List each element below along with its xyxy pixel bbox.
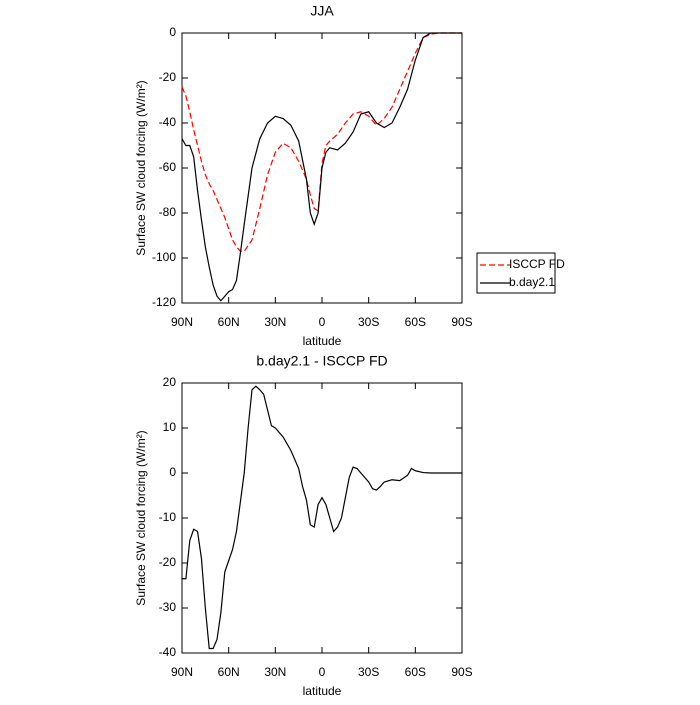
y-tick-label: -20	[159, 555, 177, 569]
x-tick-label: 60N	[218, 665, 240, 679]
y-tick-label: -10	[159, 510, 177, 524]
x-tick-label: 90S	[451, 315, 472, 329]
x-tick-label: 60N	[218, 315, 240, 329]
x-tick-label: 0	[319, 315, 326, 329]
y-tick-label: -20	[159, 70, 177, 84]
x-tick-label: 90S	[451, 665, 472, 679]
x-tick-label: 30N	[264, 665, 286, 679]
y-tick-label: 0	[169, 25, 176, 39]
chart-title: JJA	[310, 3, 334, 19]
y-tick-label: -40	[159, 645, 177, 659]
plot-frame	[181, 382, 463, 654]
legend-box	[476, 252, 556, 294]
y-tick-label: -60	[159, 160, 177, 174]
y-tick-label: -80	[159, 205, 177, 219]
chart-title: b.day2.1 - ISCCP FD	[256, 353, 387, 369]
y-tick-label: 10	[163, 420, 177, 434]
x-tick-label: 30S	[358, 665, 379, 679]
x-tick-label: 30S	[358, 315, 379, 329]
legend-label: b.day2.1	[509, 275, 555, 289]
y-axis-label: Surface SW cloud forcing (W/m²)	[134, 430, 148, 605]
y-tick-label: -120	[152, 295, 176, 309]
x-tick-label: 90N	[171, 315, 193, 329]
y-tick-label: -100	[152, 250, 176, 264]
x-tick-label: 60S	[405, 315, 426, 329]
data-line	[181, 32, 462, 252]
x-tick-label: 60S	[405, 665, 426, 679]
data-line	[182, 385, 462, 650]
data-line	[181, 32, 462, 302]
y-tick-label: 0	[169, 465, 176, 479]
y-tick-label: 20	[163, 375, 177, 389]
x-tick-label: 90N	[171, 665, 193, 679]
x-tick-label: 0	[319, 665, 326, 679]
x-axis-label: latitude	[303, 334, 342, 348]
y-tick-label: -40	[159, 115, 177, 129]
y-axis-label: Surface SW cloud forcing (W/m²)	[134, 80, 148, 255]
y-tick-label: -30	[159, 600, 177, 614]
plot-frame	[181, 32, 463, 304]
x-tick-label: 30N	[264, 315, 286, 329]
legend-label: ISCCP FD	[509, 257, 565, 271]
x-axis-label: latitude	[303, 684, 342, 698]
